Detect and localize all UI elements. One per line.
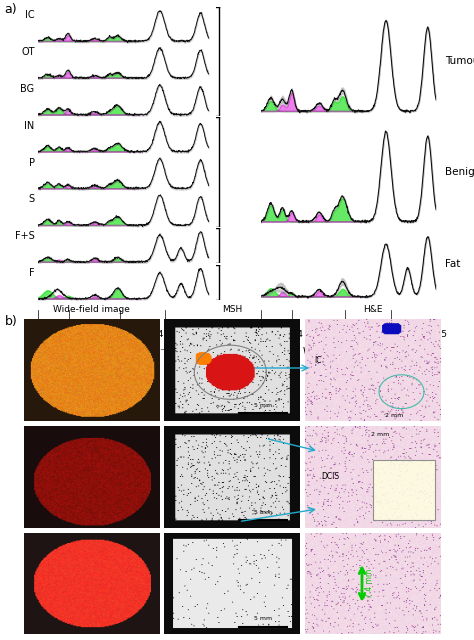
Text: 5 mm: 5 mm: [254, 616, 272, 621]
Text: 2 mm: 2 mm: [384, 413, 403, 418]
Text: IN: IN: [24, 121, 35, 131]
Text: F+S: F+S: [15, 231, 35, 241]
Text: IC: IC: [314, 356, 322, 365]
FancyBboxPatch shape: [374, 460, 435, 520]
Text: H&E: H&E: [363, 305, 383, 314]
Text: P: P: [28, 157, 35, 168]
Text: BG: BG: [20, 84, 35, 94]
Text: F: F: [29, 268, 35, 278]
Text: 1004: 1004: [57, 330, 80, 339]
Text: 860: 860: [252, 330, 269, 339]
Text: 5 mm: 5 mm: [254, 510, 272, 515]
Text: 1655: 1655: [197, 330, 220, 339]
Text: OT: OT: [21, 47, 35, 57]
Text: 2 mm: 2 mm: [371, 431, 389, 436]
Text: Wavenumber/cm⁻¹: Wavenumber/cm⁻¹: [77, 347, 169, 357]
Text: Wide-field image: Wide-field image: [53, 305, 130, 314]
Text: Fat: Fat: [445, 259, 460, 269]
Text: 1244: 1244: [334, 330, 357, 339]
Text: 860: 860: [29, 330, 46, 339]
Text: 1004: 1004: [281, 330, 304, 339]
Text: 7.4 mm: 7.4 mm: [365, 569, 374, 598]
Text: 1244: 1244: [109, 330, 132, 339]
Text: 1450: 1450: [379, 330, 402, 339]
Text: Tumour: Tumour: [445, 56, 474, 67]
Text: 1450: 1450: [153, 330, 176, 339]
Text: S: S: [28, 195, 35, 204]
Text: 5 mm: 5 mm: [254, 403, 272, 408]
Text: a): a): [5, 3, 18, 16]
Text: IC: IC: [25, 10, 35, 20]
Text: Wavenumber/cm⁻¹: Wavenumber/cm⁻¹: [302, 347, 394, 357]
Text: b): b): [5, 315, 18, 328]
Text: DCIS: DCIS: [321, 472, 339, 481]
Text: MSH: MSH: [222, 305, 242, 314]
Text: 1655: 1655: [425, 330, 447, 339]
Text: Benign/Healthy: Benign/Healthy: [445, 166, 474, 177]
